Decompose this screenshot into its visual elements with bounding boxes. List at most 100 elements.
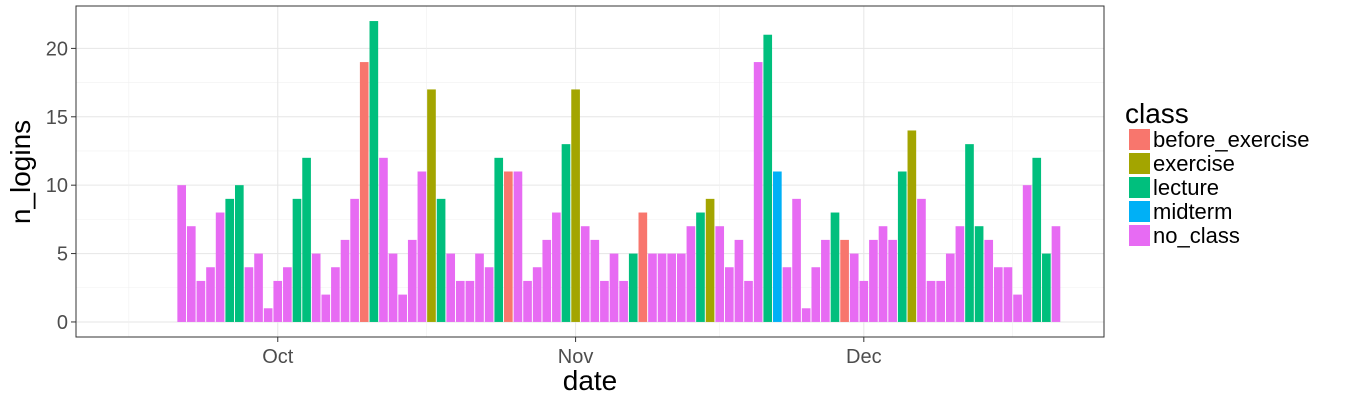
bar-no_class: [186, 226, 196, 322]
bar-no_class: [619, 280, 628, 322]
bar-exercise: [571, 89, 580, 322]
bar-no_class: [206, 267, 215, 322]
y-tick-label: 15: [46, 107, 68, 129]
bar-lecture: [302, 157, 311, 322]
y-tick-label: 20: [46, 38, 68, 60]
bar-no_class: [542, 239, 552, 322]
bar-no_class: [801, 308, 811, 322]
bar-no_class: [821, 239, 830, 322]
bar-before_exercise: [359, 62, 369, 322]
bar-no_class: [686, 226, 696, 322]
bar-no_class: [600, 280, 609, 322]
bar-exercise: [427, 89, 436, 322]
bar-no_class: [484, 267, 494, 322]
legend-label-exercise: exercise: [1153, 151, 1235, 176]
legend-key-exercise: [1129, 153, 1150, 174]
legend-label-before_exercise: before_exercise: [1153, 127, 1310, 152]
bar-no_class: [859, 280, 869, 322]
bar-no_class: [1051, 226, 1061, 322]
bar-no_class: [926, 280, 936, 322]
bar-no_class: [648, 253, 657, 322]
bar-no_class: [869, 239, 878, 322]
bar-no_class: [917, 198, 926, 322]
bar-no_class: [379, 157, 388, 322]
bar-lecture: [1042, 253, 1051, 322]
bar-no_class: [273, 280, 283, 322]
x-axis-title: date: [563, 365, 618, 396]
legend-key-midterm: [1129, 201, 1150, 222]
bar-no_class: [311, 253, 321, 322]
bar-no_class: [792, 198, 801, 322]
bar-lecture: [763, 34, 773, 322]
bar-no_class: [744, 280, 753, 322]
bar-no_class: [580, 226, 590, 322]
bar-exercise: [907, 130, 917, 322]
bar-no_class: [984, 239, 994, 322]
y-tick-label: 5: [57, 244, 68, 266]
bar-no_class: [417, 171, 427, 322]
bar-before_exercise: [638, 212, 648, 322]
bar-no_class: [888, 239, 897, 322]
bar-no_class: [993, 267, 1003, 322]
x-tick-label: Oct: [262, 346, 294, 368]
bar-no_class: [849, 253, 859, 322]
bar-no_class: [196, 280, 206, 322]
bar-no_class: [523, 280, 532, 322]
bar-no_class: [609, 253, 619, 322]
bar-no_class: [734, 239, 744, 322]
bar-lecture: [561, 144, 571, 322]
bar-no_class: [321, 294, 331, 322]
legend-key-before_exercise: [1129, 129, 1150, 150]
bar-no_class: [676, 253, 686, 322]
bar-no_class: [724, 267, 734, 322]
bar-no_class: [215, 212, 225, 322]
bar-before_exercise: [840, 239, 849, 322]
bar-no_class: [782, 267, 792, 322]
bar-lecture: [494, 157, 504, 322]
bar-no_class: [283, 267, 292, 322]
bar-lecture: [1032, 157, 1042, 322]
bar-no_class: [955, 226, 965, 322]
legend-key-lecture: [1129, 177, 1150, 198]
bar-no_class: [254, 253, 263, 322]
bar-no_class: [455, 280, 465, 322]
bar-no_class: [532, 267, 542, 322]
bar-no_class: [657, 253, 667, 322]
bar-before_exercise: [504, 171, 513, 322]
x-tick-label: Nov: [558, 346, 594, 368]
bar-lecture: [225, 198, 235, 322]
bar-no_class: [177, 185, 187, 322]
bar-no_class: [388, 253, 398, 322]
bar-no_class: [590, 239, 600, 322]
bar-lecture: [965, 144, 974, 322]
bar-no_class: [513, 171, 523, 322]
legend-entries: before_exerciseexerciselecturemidtermno_…: [1129, 127, 1310, 248]
bar-no_class: [340, 239, 350, 322]
bar-no_class: [811, 267, 821, 322]
legend-label-lecture: lecture: [1153, 175, 1219, 200]
y-tick-label: 10: [46, 175, 68, 197]
bar-no_class: [945, 253, 955, 322]
legend: class before_exerciseexerciselecturemidt…: [1125, 98, 1310, 248]
bars: [177, 21, 1061, 322]
bar-no_class: [753, 62, 763, 322]
bar-no_class: [263, 308, 273, 322]
bar-no_class: [936, 280, 945, 322]
plot-panel-border: [75, 5, 1105, 338]
bar-lecture: [235, 185, 244, 322]
bar-no_class: [446, 253, 456, 322]
y-tick-label: 0: [57, 312, 68, 334]
bar-lecture: [628, 253, 638, 322]
bar-lecture: [974, 226, 984, 322]
y-axis: 0 5 10 15 20: [46, 38, 76, 334]
bar-no_class: [465, 280, 475, 322]
bar-no_class: [1022, 185, 1032, 322]
y-axis-title: n_logins: [5, 120, 36, 224]
legend-label-no_class: no_class: [1153, 223, 1240, 248]
bar-no_class: [715, 226, 725, 322]
bar-no_class: [331, 267, 340, 322]
bar-no_class: [1013, 294, 1022, 322]
bar-lecture: [436, 198, 446, 322]
bar-midterm: [773, 171, 782, 322]
